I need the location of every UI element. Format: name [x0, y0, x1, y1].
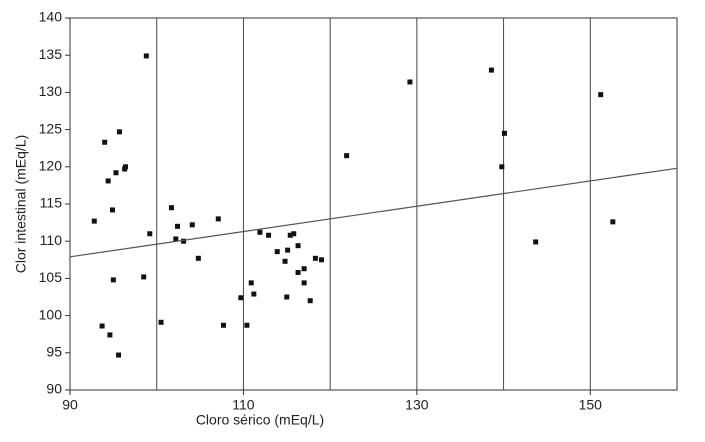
- y-tick-label: 90: [46, 381, 62, 397]
- point: [175, 223, 181, 229]
- point: [248, 280, 254, 286]
- point: [141, 274, 147, 280]
- y-tick-label: 100: [39, 306, 63, 322]
- x-tick-label: 150: [579, 397, 603, 413]
- x-axis-label: Cloro sérico (mEq/L): [196, 412, 324, 428]
- y-tick-label: 125: [39, 120, 63, 136]
- point: [105, 178, 111, 184]
- point: [102, 139, 108, 145]
- point: [238, 295, 244, 301]
- y-tick-label: 95: [46, 344, 62, 360]
- y-tick-label: 135: [39, 46, 63, 62]
- trendline: [69, 167, 678, 258]
- point: [318, 257, 324, 263]
- point: [181, 238, 187, 244]
- y-axis-label: Clor intestinal (mEq/L): [13, 135, 29, 274]
- y-tick-label: 105: [39, 269, 63, 285]
- point: [158, 319, 164, 325]
- point: [301, 266, 307, 272]
- point: [598, 92, 604, 98]
- point: [499, 164, 505, 170]
- point: [113, 170, 119, 176]
- point: [407, 79, 413, 85]
- point: [107, 332, 113, 338]
- point: [251, 291, 257, 297]
- plot-frame: [69, 17, 678, 391]
- y-tick-label: 130: [39, 83, 63, 99]
- x-tick-label: 110: [232, 397, 255, 413]
- point: [312, 255, 318, 261]
- point: [344, 153, 350, 159]
- y-tick-label: 115: [40, 195, 63, 211]
- point: [610, 219, 616, 225]
- y-tick-label: 140: [39, 9, 63, 25]
- point: [99, 323, 105, 329]
- point: [116, 129, 122, 135]
- point: [257, 229, 263, 235]
- point: [244, 322, 250, 328]
- point: [147, 231, 153, 237]
- point: [122, 166, 128, 172]
- point: [285, 247, 291, 253]
- point: [143, 53, 149, 59]
- point: [295, 269, 301, 275]
- x-tick-label: 130: [405, 397, 429, 413]
- point: [109, 207, 115, 213]
- point: [168, 205, 174, 211]
- point: [173, 236, 179, 242]
- point: [282, 258, 288, 264]
- point: [301, 280, 307, 286]
- point: [295, 243, 301, 249]
- point: [274, 249, 280, 255]
- point: [284, 294, 290, 300]
- point: [488, 67, 494, 73]
- point: [220, 322, 226, 328]
- x-tick-label: 90: [62, 397, 78, 413]
- point: [307, 298, 313, 304]
- point: [189, 222, 195, 228]
- y-tick-label: 120: [39, 158, 63, 174]
- point: [91, 218, 97, 224]
- point: [195, 255, 201, 261]
- point: [215, 216, 221, 222]
- y-tick-label: 110: [40, 232, 63, 248]
- point: [501, 130, 507, 136]
- point: [533, 239, 539, 245]
- point: [116, 352, 122, 358]
- point: [266, 232, 272, 238]
- point: [110, 277, 116, 283]
- point: [291, 231, 297, 237]
- point: [287, 232, 293, 238]
